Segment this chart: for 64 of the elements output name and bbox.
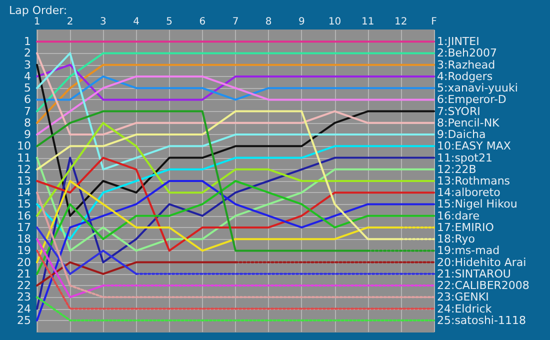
y2-tick-label: 14:alboreto bbox=[437, 186, 501, 200]
y-tick-label: 18 bbox=[17, 232, 31, 246]
y2-tick-label: 21:SINTAROU bbox=[437, 267, 511, 280]
y-tick-label: 7 bbox=[24, 104, 31, 118]
y2-tick-label: 1:JINTEI bbox=[437, 35, 480, 48]
x-tick-label: 12 bbox=[394, 16, 408, 28]
y-tick-label: 20 bbox=[17, 256, 31, 269]
y2-tick-label: 4:Rodgers bbox=[437, 70, 493, 83]
y-tick-label: 9 bbox=[24, 128, 31, 142]
y2-tick-label: 23:GENKI bbox=[437, 290, 489, 304]
y2-tick-label: 11:spot21 bbox=[437, 151, 492, 164]
y-tick-label: 13 bbox=[17, 174, 31, 188]
x-tick-label: 3 bbox=[100, 16, 106, 28]
x-tick-label: 9 bbox=[298, 16, 305, 28]
y2-tick-label: 19:ms-mad bbox=[437, 244, 500, 258]
x-tick-label: 11 bbox=[361, 16, 374, 28]
y-tick-label: 2 bbox=[24, 46, 31, 60]
y-tick-label: 3 bbox=[24, 58, 31, 72]
x-tick-label: 6 bbox=[199, 16, 206, 28]
y-tick-label: 12 bbox=[17, 162, 31, 176]
y2-tick-label: 6:Emperor-D bbox=[437, 93, 506, 106]
x-tick-label: 5 bbox=[166, 16, 173, 28]
y2-tick-label: 7:SYORI bbox=[437, 104, 480, 118]
y2-tick-label: 2:Beh2007 bbox=[437, 46, 497, 60]
y2-tick-label: 10:EASY MAX bbox=[437, 140, 512, 153]
y2-tick-label: 17:EMIRIO bbox=[437, 220, 494, 234]
y-tick-label: 11 bbox=[17, 151, 31, 164]
y2-tick-label: 22:CALIBER2008 bbox=[437, 279, 530, 292]
y2-tick-label: 20:Hidehito Arai bbox=[437, 256, 526, 269]
y2-tick-label: 12:22B bbox=[437, 162, 476, 176]
y2-tick-label: 15:Nigel Hikou bbox=[437, 198, 518, 211]
x-tick-label: 7 bbox=[232, 16, 239, 28]
chart-title: Lap Order: bbox=[9, 4, 68, 17]
y-tick-label: 17 bbox=[17, 220, 31, 234]
y-tick-label: 8 bbox=[24, 116, 31, 130]
y2-tick-label: 5:xanavi-yuuki bbox=[437, 82, 518, 95]
y-tick-label: 6 bbox=[24, 93, 31, 106]
y2-tick-label: 8:Pencil-NK bbox=[437, 116, 500, 130]
y2-tick-label: 13:Rothmans bbox=[437, 174, 510, 188]
y2-tick-label: 25:satoshi-1118 bbox=[437, 314, 526, 327]
y-tick-label: 4 bbox=[24, 70, 31, 83]
x-tick-label: 10 bbox=[328, 16, 342, 28]
y-tick-label: 1 bbox=[24, 35, 31, 48]
y2-tick-label: 24:Eldrick bbox=[437, 302, 492, 316]
y-tick-label: 19 bbox=[17, 244, 31, 258]
x-tick-label: F bbox=[431, 16, 438, 28]
y-tick-label: 22 bbox=[17, 279, 31, 292]
y2-tick-label: 18:Ryo bbox=[437, 232, 476, 246]
x-tick-label: 1 bbox=[34, 16, 40, 28]
y-tick-label: 5 bbox=[24, 82, 31, 95]
y-tick-label: 21 bbox=[17, 267, 31, 280]
x-tick-label: 2 bbox=[66, 16, 74, 28]
x-tick-label: 4 bbox=[133, 16, 140, 28]
y-tick-label: 23 bbox=[17, 290, 31, 304]
y2-tick-label: 9:Daicha bbox=[437, 128, 486, 142]
y-tick-label: 24 bbox=[17, 302, 31, 316]
y-tick-label: 14 bbox=[17, 186, 31, 200]
y2-tick-label: 16:dare bbox=[437, 209, 480, 222]
y-tick-label: 15 bbox=[17, 198, 31, 211]
y-tick-label: 16 bbox=[17, 209, 31, 222]
y-tick-label: 25 bbox=[17, 314, 31, 327]
y-tick-label: 10 bbox=[17, 140, 31, 153]
x-tick-label: 8 bbox=[265, 16, 272, 28]
y2-tick-label: 3:Razhead bbox=[437, 58, 496, 72]
